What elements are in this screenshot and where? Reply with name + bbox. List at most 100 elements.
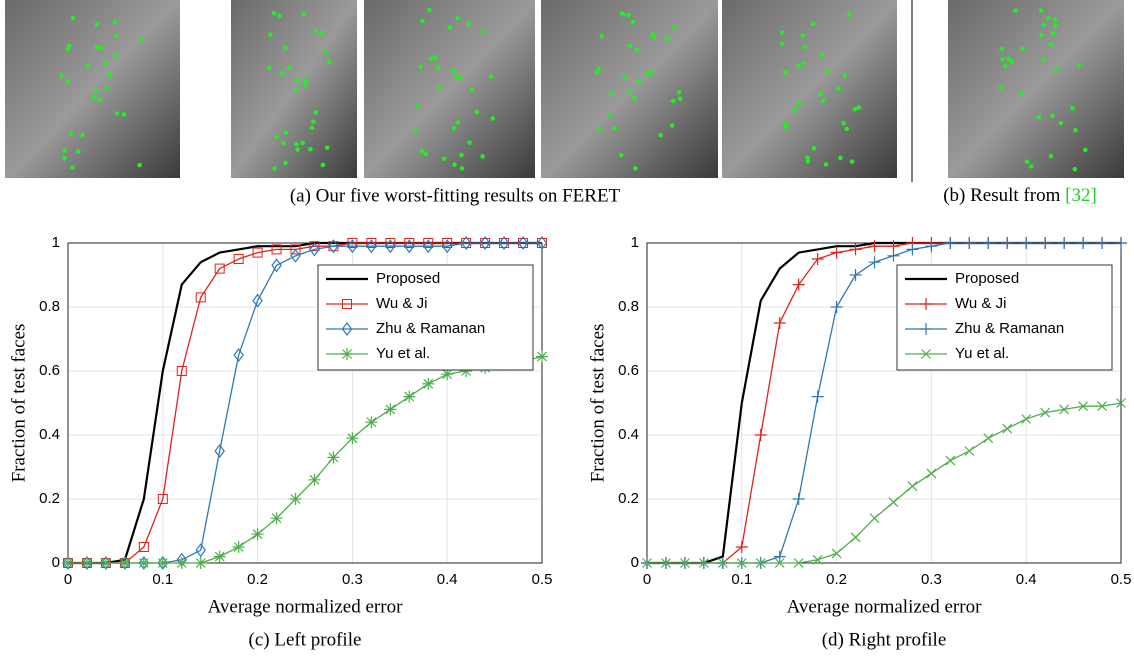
marker	[1096, 237, 1109, 249]
marker	[366, 239, 377, 254]
marker	[536, 350, 548, 363]
landmark-dot	[435, 65, 441, 70]
landmark-dot	[634, 47, 640, 53]
landmark-dot	[286, 64, 292, 70]
landmark-dot	[459, 166, 465, 171]
x-tick-label: 0	[64, 571, 72, 588]
marker	[252, 293, 263, 308]
landmark-dot	[458, 75, 463, 80]
x-tick-label: 0.5	[1111, 571, 1132, 588]
x-tick-label: 0.4	[437, 571, 458, 588]
landmark-dot	[113, 52, 119, 58]
x-tick-label: 0	[643, 571, 651, 588]
landmark-dot	[301, 11, 307, 17]
landmark-dot	[838, 155, 843, 161]
landmark-dot	[998, 85, 1004, 91]
landmark-dot	[805, 159, 811, 164]
landmark-dot	[423, 151, 428, 157]
marker	[195, 292, 206, 303]
chart-caption: (d) Right profile	[822, 629, 947, 650]
landmark-dot	[665, 36, 670, 41]
x-tick-label: 0.5	[532, 571, 553, 588]
marker	[698, 558, 709, 568]
landmark-dot	[805, 155, 810, 160]
landmark-dot	[98, 97, 103, 103]
marker	[384, 403, 397, 416]
landmark-dot	[419, 148, 425, 154]
marker	[849, 243, 862, 256]
landmark-dot	[1006, 56, 1011, 62]
marker	[232, 541, 245, 553]
landmark-dot	[1038, 8, 1044, 13]
marker	[964, 446, 975, 456]
landmark-dot	[844, 126, 850, 132]
landmark-dot	[91, 95, 97, 101]
landmark-dot	[999, 46, 1005, 52]
marker	[214, 263, 225, 274]
marker	[831, 548, 842, 559]
landmark-dot	[626, 12, 631, 18]
marker	[156, 557, 169, 569]
marker	[774, 558, 785, 568]
landmark-dot	[324, 145, 330, 150]
landmark-dot	[1076, 62, 1082, 68]
landmark-dot	[801, 61, 806, 66]
landmark-dot	[295, 147, 300, 152]
y-tick-label: 1	[631, 234, 639, 251]
marker	[99, 557, 112, 569]
landmark-dot	[796, 101, 801, 106]
landmark-dot	[1050, 30, 1056, 36]
marker	[422, 377, 435, 390]
landmark-dot	[651, 34, 657, 40]
marker	[868, 240, 881, 253]
legend-label: Yu et al.	[376, 345, 430, 362]
landmark-dot	[436, 85, 442, 91]
marker	[1039, 237, 1052, 249]
marker	[1001, 237, 1014, 249]
landmark-dot	[59, 73, 64, 79]
landmark-dot	[68, 131, 74, 136]
landmark-dot	[466, 21, 471, 27]
landmark-dot	[1024, 159, 1030, 165]
landmark-dot	[294, 77, 300, 83]
landmark-dot	[320, 162, 326, 168]
landmark-dot	[280, 70, 285, 76]
landmark-dot	[802, 44, 807, 50]
landmark-dot	[1048, 42, 1054, 47]
landmark-dot	[67, 43, 72, 49]
landmark-dot	[490, 116, 496, 121]
x-tick-label: 0.1	[152, 571, 173, 588]
marker	[906, 243, 919, 256]
landmark-dot	[820, 98, 826, 104]
landmark-dot	[1058, 120, 1064, 126]
marker	[926, 468, 937, 479]
landmark-dot	[609, 92, 615, 97]
marker	[442, 238, 453, 248]
marker	[403, 390, 416, 403]
landmark-dot	[94, 22, 100, 27]
marker	[1115, 237, 1127, 249]
legend-label: Proposed	[376, 270, 440, 287]
marker	[1077, 237, 1090, 249]
legend-label: Yu et al.	[955, 345, 1009, 362]
marker	[661, 558, 671, 568]
citation[interactable]: [32]	[1065, 185, 1097, 206]
landmark-dot	[313, 110, 319, 115]
marker	[925, 240, 938, 253]
x-tick-label: 0.3	[921, 571, 942, 588]
landmark-dot	[62, 155, 67, 161]
marker	[1078, 401, 1089, 412]
landmark-dot	[597, 126, 602, 131]
landmark-dot	[779, 30, 785, 35]
marker	[830, 246, 843, 259]
marker	[176, 366, 187, 376]
marker	[517, 236, 529, 250]
marker	[385, 238, 396, 248]
landmark-dot	[420, 18, 425, 24]
landmark-dot	[599, 33, 604, 39]
landmark-dot	[841, 120, 846, 126]
marker	[1002, 423, 1013, 434]
landmark-dot	[480, 154, 485, 159]
marker	[460, 236, 472, 250]
marker	[755, 558, 766, 568]
